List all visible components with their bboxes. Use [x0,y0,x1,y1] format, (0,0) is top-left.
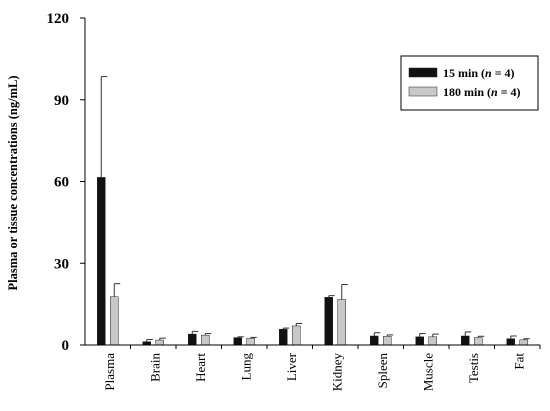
bar [233,337,242,346]
x-tick-label: Fat [511,353,526,370]
axes-group: 0 30 60 90 120 Plasma Brain Heart Lung Liver Kidne… [47,11,541,391]
bar [324,297,333,346]
bar [337,299,346,346]
x-tick-label: Kidney [329,353,344,392]
legend: 15 min (n = 4) 180 min (n = 4) [400,55,539,111]
bars-group [97,76,530,346]
bar [188,333,197,346]
x-tick-label: Liver [284,352,299,381]
bar [383,336,392,346]
bar [415,336,424,346]
x-tick-label: Lung [238,353,253,381]
y-tick-label: 90 [54,93,69,109]
bar [292,325,301,346]
legend-swatch [408,67,438,78]
y-tick-label: 30 [54,256,69,272]
legend-label: 180 min (n = 4) [443,85,521,99]
y-axis-label: Plasma or tissue concentrations (ng/mL) [6,75,20,290]
bar [474,337,483,346]
y-tick-label: 0 [62,338,70,354]
bar [519,339,528,346]
bar [279,328,288,346]
y-tick-label: 60 [54,175,69,191]
legend-swatch [408,86,438,97]
x-tick-label: Plasma [102,353,117,391]
x-tick-label: Heart [193,353,208,382]
bar [246,337,255,346]
bar [201,334,210,346]
legend-box [400,55,539,111]
y-tick-label: 120 [47,11,70,27]
x-tick-label: Brain [147,353,162,382]
x-tick-label: Testis [466,353,481,383]
x-tick-label: Muscle [420,353,435,392]
bar [506,338,515,346]
bar [110,296,119,346]
bar [370,335,379,346]
x-tick-label: Spleen [375,353,390,389]
bar [428,336,437,346]
bar [155,339,164,346]
bar [97,177,106,346]
bar [461,335,470,346]
legend-label: 15 min (n = 4) [443,66,515,80]
